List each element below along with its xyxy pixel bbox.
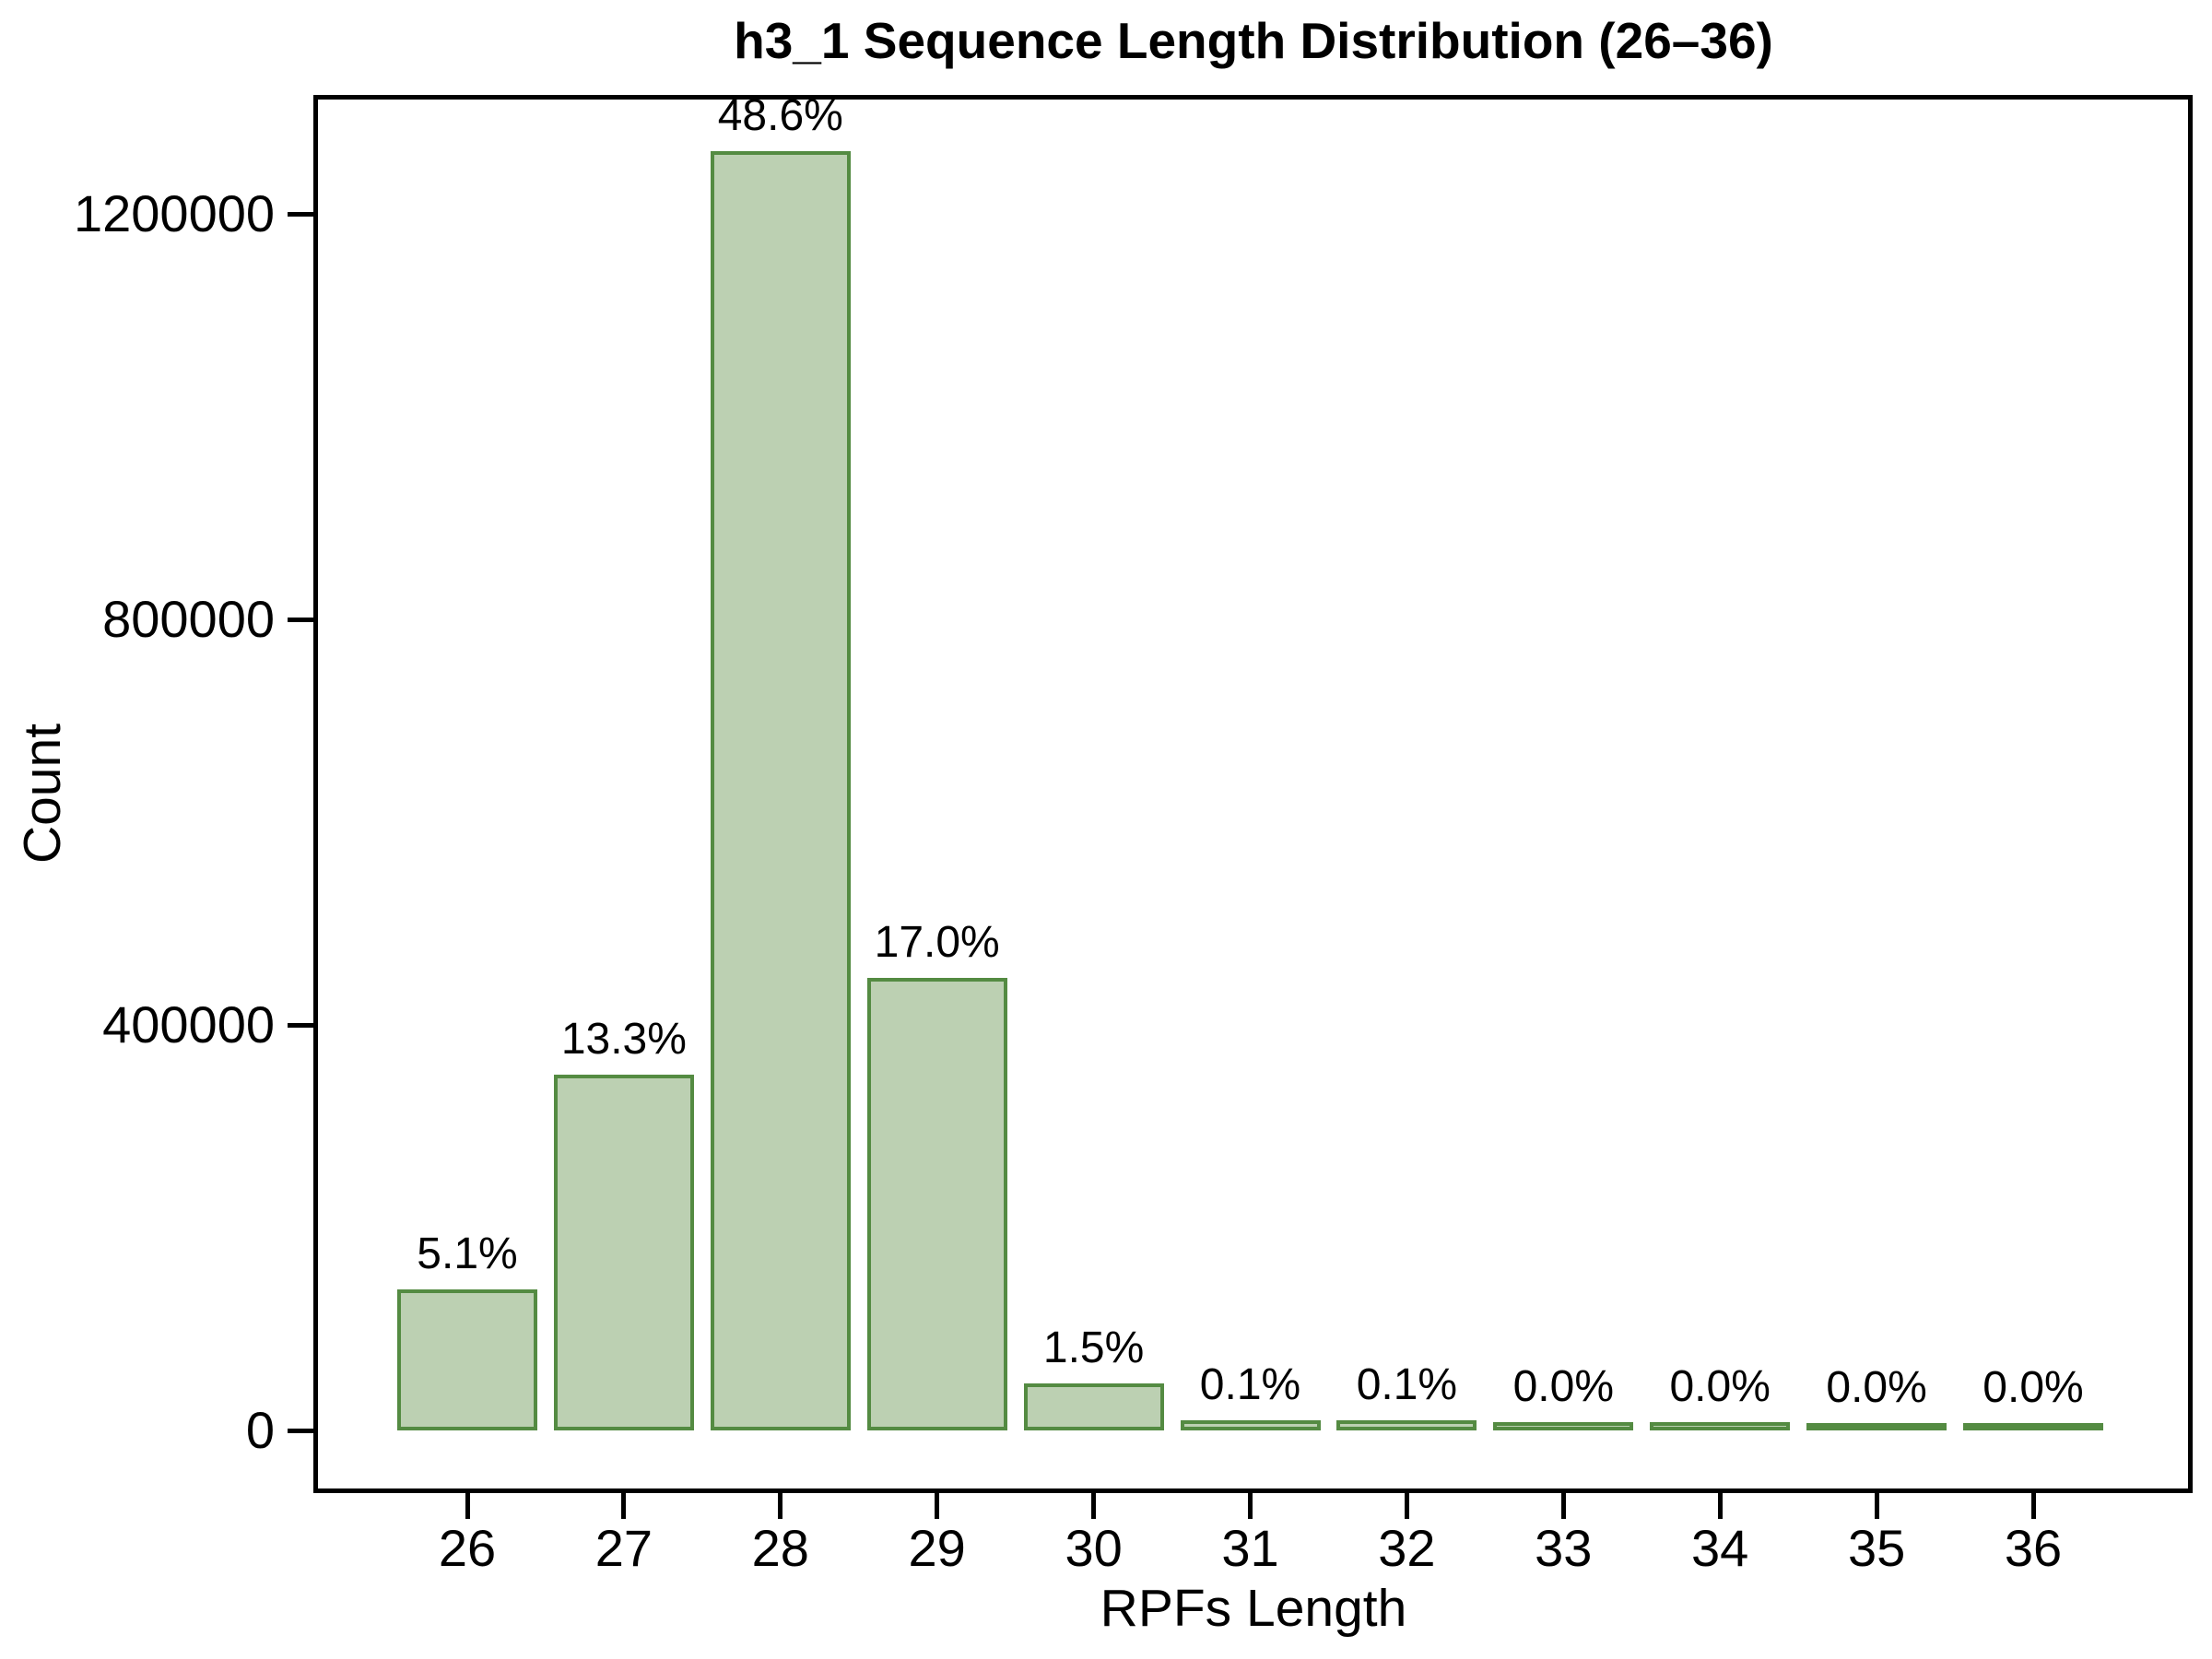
- bar-percent-label-31: 0.1%: [1199, 1360, 1301, 1410]
- bar-33: [1493, 1422, 1634, 1430]
- y-tick-mark: [288, 1428, 313, 1433]
- bar-35: [1806, 1422, 1947, 1430]
- x-tick-mark: [1874, 1493, 1879, 1519]
- bar-27: [553, 1075, 694, 1430]
- bar-percent-label-33: 0.0%: [1512, 1362, 1614, 1411]
- x-tick-label: 29: [908, 1519, 966, 1577]
- x-tick-label: 28: [751, 1519, 809, 1577]
- x-tick-mark: [935, 1493, 940, 1519]
- x-tick-mark: [1717, 1493, 1723, 1519]
- x-tick-mark: [778, 1493, 783, 1519]
- bar-30: [1023, 1383, 1164, 1430]
- y-tick-label: 800000: [102, 590, 275, 648]
- plot-area: [313, 95, 2193, 1493]
- bar-34: [1650, 1422, 1791, 1430]
- x-tick-label: 32: [1378, 1519, 1436, 1577]
- bar-percent-label-32: 0.1%: [1356, 1360, 1458, 1410]
- y-tick-label: 0: [245, 1401, 275, 1459]
- x-tick-label: 27: [594, 1519, 653, 1577]
- y-tick-mark: [288, 1022, 313, 1028]
- x-tick-label: 33: [1535, 1519, 1593, 1577]
- bar-percent-label-29: 17.0%: [874, 918, 1000, 968]
- bar-28: [710, 151, 851, 1430]
- x-tick-mark: [1248, 1493, 1253, 1519]
- y-tick-label: 400000: [102, 995, 275, 1053]
- bar-32: [1336, 1420, 1477, 1430]
- bar-29: [866, 978, 1007, 1430]
- x-axis-label: RPFs Length: [1100, 1579, 1407, 1638]
- x-tick-mark: [465, 1493, 470, 1519]
- x-tick-label: 36: [2004, 1519, 2063, 1577]
- y-axis-label: Count: [13, 723, 72, 865]
- y-tick-label: 1200000: [73, 184, 275, 242]
- x-tick-label: 30: [1065, 1519, 1123, 1577]
- y-tick-mark: [288, 617, 313, 622]
- y-tick-mark: [288, 211, 313, 217]
- bar-31: [1180, 1420, 1321, 1430]
- bar-percent-label-27: 13.3%: [560, 1015, 687, 1065]
- bar-percent-label-36: 0.0%: [1983, 1362, 2084, 1412]
- x-tick-mark: [2030, 1493, 2036, 1519]
- x-tick-label: 26: [438, 1519, 497, 1577]
- bar-percent-label-35: 0.0%: [1826, 1362, 1927, 1412]
- bar-percent-label-30: 1.5%: [1042, 1324, 1145, 1373]
- x-tick-mark: [1560, 1493, 1566, 1519]
- bar-36: [1963, 1422, 2103, 1430]
- bar-percent-label-34: 0.0%: [1669, 1362, 1771, 1412]
- x-tick-mark: [1404, 1493, 1409, 1519]
- bar-percent-label-28: 48.6%: [717, 91, 843, 141]
- bar-26: [397, 1289, 537, 1430]
- chart-title: h3_1 Sequence Length Distribution (26–36…: [734, 12, 1773, 69]
- x-tick-label: 34: [1691, 1519, 1749, 1577]
- x-tick-label: 35: [1847, 1519, 1906, 1577]
- x-tick-mark: [1091, 1493, 1097, 1519]
- bar-percent-label-26: 5.1%: [417, 1230, 518, 1279]
- x-tick-label: 31: [1221, 1519, 1279, 1577]
- x-tick-mark: [621, 1493, 627, 1519]
